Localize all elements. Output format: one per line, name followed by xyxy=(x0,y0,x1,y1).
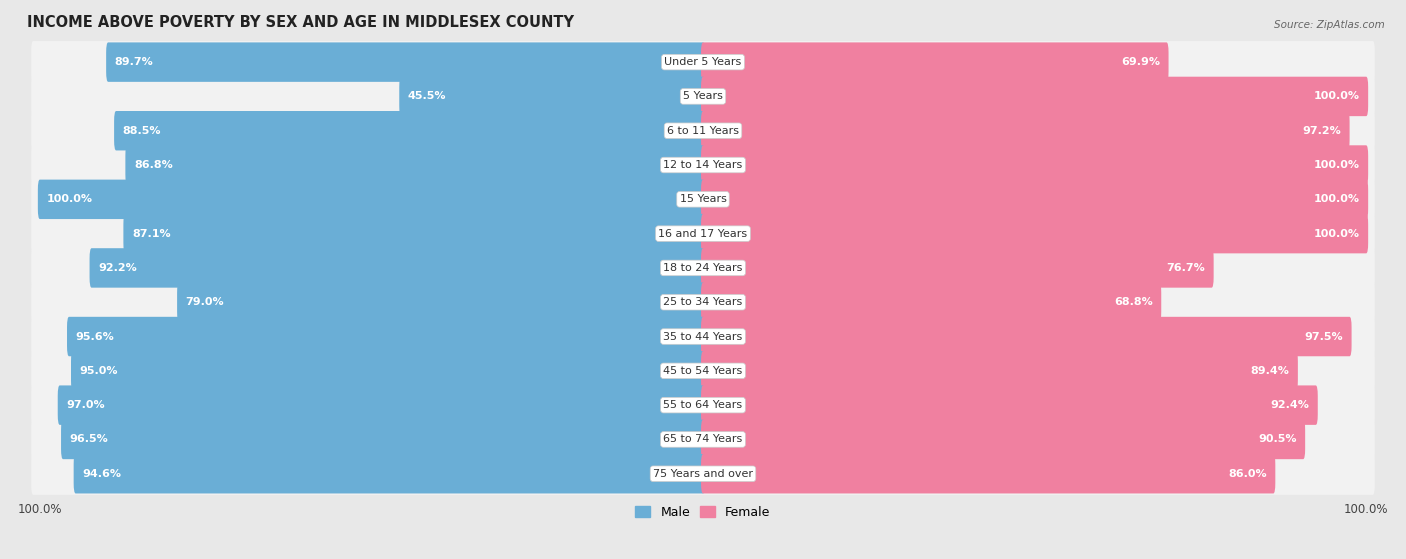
Text: 86.0%: 86.0% xyxy=(1227,469,1267,479)
FancyBboxPatch shape xyxy=(31,281,1375,323)
Text: 97.2%: 97.2% xyxy=(1302,126,1341,136)
Text: 100.0%: 100.0% xyxy=(1313,229,1360,239)
Text: 15 Years: 15 Years xyxy=(679,195,727,205)
FancyBboxPatch shape xyxy=(702,77,1368,116)
Text: 94.6%: 94.6% xyxy=(83,469,121,479)
FancyBboxPatch shape xyxy=(67,317,704,356)
Text: 69.9%: 69.9% xyxy=(1121,57,1160,67)
Text: 89.4%: 89.4% xyxy=(1250,366,1289,376)
FancyBboxPatch shape xyxy=(31,384,1375,427)
Text: INCOME ABOVE POVERTY BY SEX AND AGE IN MIDDLESEX COUNTY: INCOME ABOVE POVERTY BY SEX AND AGE IN M… xyxy=(27,15,574,30)
FancyBboxPatch shape xyxy=(177,282,704,322)
Text: 95.6%: 95.6% xyxy=(76,331,114,342)
Text: 55 to 64 Years: 55 to 64 Years xyxy=(664,400,742,410)
Text: 65 to 74 Years: 65 to 74 Years xyxy=(664,434,742,444)
FancyBboxPatch shape xyxy=(702,317,1351,356)
Text: 90.5%: 90.5% xyxy=(1258,434,1296,444)
Text: 100.0%: 100.0% xyxy=(46,195,93,205)
FancyBboxPatch shape xyxy=(105,42,704,82)
FancyBboxPatch shape xyxy=(702,42,1168,82)
FancyBboxPatch shape xyxy=(702,145,1368,185)
FancyBboxPatch shape xyxy=(31,75,1375,117)
FancyBboxPatch shape xyxy=(702,420,1305,459)
FancyBboxPatch shape xyxy=(70,351,704,391)
Text: 97.0%: 97.0% xyxy=(66,400,105,410)
FancyBboxPatch shape xyxy=(702,179,1368,219)
Text: 100.0%: 100.0% xyxy=(1313,92,1360,101)
FancyBboxPatch shape xyxy=(31,41,1375,83)
Text: 5 Years: 5 Years xyxy=(683,92,723,101)
Text: Under 5 Years: Under 5 Years xyxy=(665,57,741,67)
FancyBboxPatch shape xyxy=(114,111,704,150)
FancyBboxPatch shape xyxy=(702,385,1317,425)
Text: 12 to 14 Years: 12 to 14 Years xyxy=(664,160,742,170)
Legend: Male, Female: Male, Female xyxy=(630,501,776,524)
FancyBboxPatch shape xyxy=(73,454,704,494)
Text: 35 to 44 Years: 35 to 44 Years xyxy=(664,331,742,342)
Text: 18 to 24 Years: 18 to 24 Years xyxy=(664,263,742,273)
FancyBboxPatch shape xyxy=(124,214,704,253)
Text: 75 Years and over: 75 Years and over xyxy=(652,469,754,479)
FancyBboxPatch shape xyxy=(31,453,1375,495)
Text: 16 and 17 Years: 16 and 17 Years xyxy=(658,229,748,239)
FancyBboxPatch shape xyxy=(702,248,1213,288)
FancyBboxPatch shape xyxy=(90,248,704,288)
Text: 96.5%: 96.5% xyxy=(70,434,108,444)
Text: 68.8%: 68.8% xyxy=(1114,297,1153,307)
FancyBboxPatch shape xyxy=(38,179,704,219)
FancyBboxPatch shape xyxy=(702,454,1275,494)
FancyBboxPatch shape xyxy=(31,212,1375,255)
FancyBboxPatch shape xyxy=(702,351,1298,391)
FancyBboxPatch shape xyxy=(125,145,704,185)
FancyBboxPatch shape xyxy=(702,214,1368,253)
Text: 45.5%: 45.5% xyxy=(408,92,446,101)
Text: 100.0%: 100.0% xyxy=(1313,195,1360,205)
Text: 95.0%: 95.0% xyxy=(80,366,118,376)
FancyBboxPatch shape xyxy=(31,350,1375,392)
FancyBboxPatch shape xyxy=(58,385,704,425)
FancyBboxPatch shape xyxy=(31,247,1375,289)
FancyBboxPatch shape xyxy=(702,282,1161,322)
Text: 45 to 54 Years: 45 to 54 Years xyxy=(664,366,742,376)
FancyBboxPatch shape xyxy=(31,178,1375,220)
Text: 97.5%: 97.5% xyxy=(1305,331,1343,342)
FancyBboxPatch shape xyxy=(31,144,1375,186)
Text: 79.0%: 79.0% xyxy=(186,297,225,307)
Text: 89.7%: 89.7% xyxy=(115,57,153,67)
FancyBboxPatch shape xyxy=(31,315,1375,358)
Text: 100.0%: 100.0% xyxy=(1313,160,1360,170)
FancyBboxPatch shape xyxy=(31,418,1375,461)
Text: 92.4%: 92.4% xyxy=(1270,400,1309,410)
FancyBboxPatch shape xyxy=(399,77,704,116)
Text: 87.1%: 87.1% xyxy=(132,229,170,239)
Text: 25 to 34 Years: 25 to 34 Years xyxy=(664,297,742,307)
FancyBboxPatch shape xyxy=(702,111,1350,150)
Text: Source: ZipAtlas.com: Source: ZipAtlas.com xyxy=(1274,20,1385,30)
Text: 88.5%: 88.5% xyxy=(122,126,162,136)
Text: 76.7%: 76.7% xyxy=(1166,263,1205,273)
Text: 86.8%: 86.8% xyxy=(134,160,173,170)
Text: 6 to 11 Years: 6 to 11 Years xyxy=(666,126,740,136)
FancyBboxPatch shape xyxy=(31,110,1375,152)
Text: 92.2%: 92.2% xyxy=(98,263,136,273)
FancyBboxPatch shape xyxy=(60,420,704,459)
